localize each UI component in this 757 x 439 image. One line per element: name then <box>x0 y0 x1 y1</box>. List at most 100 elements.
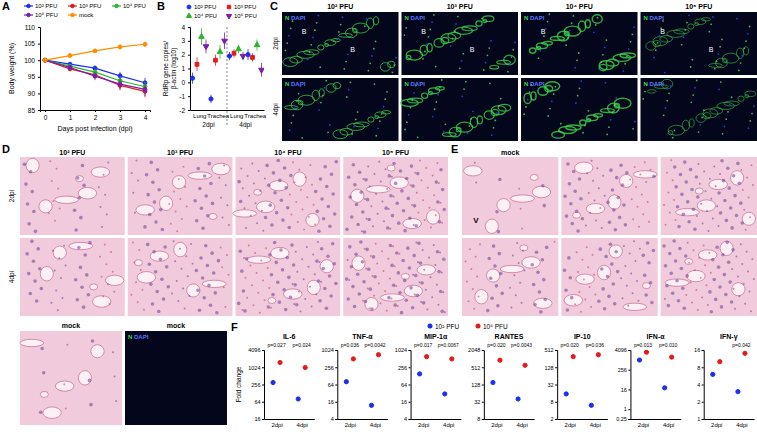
image-texture <box>364 25 366 27</box>
series-line <box>45 44 145 60</box>
image-background <box>402 12 519 75</box>
marker <box>663 386 667 390</box>
image-texture <box>327 131 329 133</box>
image-texture <box>577 271 579 273</box>
image-texture <box>30 240 34 244</box>
tick: 2 <box>551 416 558 422</box>
image-texture <box>347 259 349 261</box>
image-texture <box>386 310 388 312</box>
image-texture <box>603 307 607 311</box>
image-texture <box>441 79 443 81</box>
image-texture <box>592 254 594 256</box>
image <box>462 157 558 235</box>
image-texture <box>377 213 379 215</box>
tick-label: 100 <box>24 57 35 64</box>
image-texture <box>24 182 28 186</box>
image-texture <box>567 37 569 39</box>
image-texture <box>284 186 288 190</box>
image-texture <box>306 196 308 198</box>
image-texture <box>225 184 227 186</box>
image-texture <box>415 241 417 243</box>
image-texture <box>228 224 230 226</box>
image-texture <box>394 182 398 186</box>
image-texture <box>318 261 320 263</box>
image <box>462 238 558 316</box>
image-texture <box>436 284 438 286</box>
image-texture <box>637 300 639 302</box>
image-texture <box>417 212 419 214</box>
image-texture <box>387 165 395 171</box>
image-texture <box>38 267 42 271</box>
image-texture <box>326 254 330 258</box>
image-texture <box>621 183 625 187</box>
image-texture <box>443 131 445 133</box>
image-texture <box>395 201 399 205</box>
stain-label: DAPI <box>650 81 665 87</box>
image-texture <box>500 292 504 296</box>
legend-label: 10² PFU <box>435 323 460 330</box>
image-texture <box>187 275 189 277</box>
y-axis-title: Body weight (%) <box>8 43 16 94</box>
tick: 64 <box>254 399 264 405</box>
image-texture <box>81 164 85 168</box>
image-texture <box>153 200 157 204</box>
image-texture <box>604 82 606 84</box>
image-texture <box>339 33 353 37</box>
image-texture <box>575 102 577 104</box>
image-texture <box>265 164 269 168</box>
image-texture <box>250 215 252 217</box>
image-texture <box>490 40 492 42</box>
tick: 2dpi <box>638 422 649 428</box>
image-texture <box>424 219 426 221</box>
tick: -2 <box>179 107 190 114</box>
tick: Trachea <box>244 113 266 119</box>
image-texture <box>523 113 525 115</box>
marker <box>214 58 218 62</box>
x-axis: 2dpi4dpi <box>265 420 315 429</box>
image-texture <box>204 194 208 198</box>
image-texture <box>311 306 313 308</box>
image-texture <box>274 261 278 265</box>
image-texture <box>497 230 501 234</box>
axis-line <box>338 419 388 420</box>
image-texture <box>461 95 463 97</box>
image-texture <box>476 276 478 278</box>
image-texture <box>370 255 372 257</box>
image-texture <box>493 127 495 129</box>
legend-label: 10⁵ PFU <box>483 323 508 330</box>
image-texture <box>521 228 523 230</box>
image-texture <box>498 252 502 256</box>
legend-marker <box>71 4 75 8</box>
image-texture <box>572 170 576 174</box>
stain-label: N <box>405 81 409 87</box>
image-texture <box>425 289 427 291</box>
y-axis: 416642561024 <box>395 347 411 422</box>
image-texture <box>724 293 728 297</box>
image-texture <box>416 172 420 176</box>
image-texture <box>334 160 338 164</box>
image-texture <box>642 98 644 100</box>
image-texture <box>725 219 729 223</box>
image-texture <box>245 227 247 229</box>
image-texture <box>375 135 377 137</box>
image-texture <box>699 124 701 126</box>
image-texture <box>647 261 651 265</box>
image-texture <box>512 254 514 256</box>
tick-mark <box>482 350 484 351</box>
image-texture <box>346 96 348 98</box>
image-texture <box>682 120 689 130</box>
chart: 2dpi4dpi416642561024MIP-1αp=0.017p=0.006… <box>395 333 462 428</box>
image-texture <box>586 246 588 248</box>
image-texture <box>717 53 719 55</box>
marker <box>195 62 199 66</box>
image-texture <box>519 282 521 284</box>
image-texture <box>419 159 421 161</box>
image-texture <box>381 113 383 115</box>
image-background <box>236 238 341 316</box>
image-texture <box>453 30 455 32</box>
image-texture <box>371 55 373 57</box>
image-texture <box>103 174 105 176</box>
image-texture <box>405 27 407 29</box>
image-texture <box>664 72 666 74</box>
image-texture <box>270 223 274 227</box>
